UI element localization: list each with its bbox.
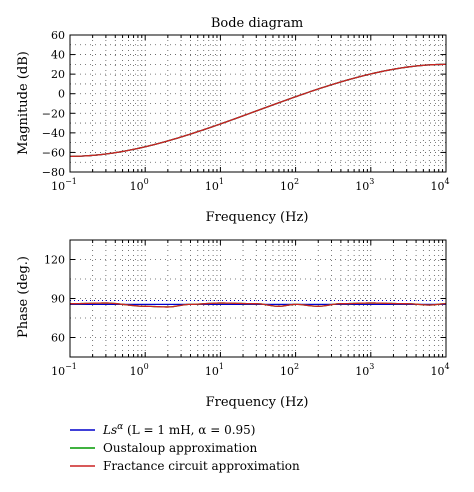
legend-entry-oustaloup: Oustaloup approximation bbox=[70, 441, 257, 455]
chart-title: Bode diagram bbox=[211, 16, 303, 31]
magnitude-plot-area: 10−1 100 101 102 103 104 60 40 20 0 −20 −40 −60 −80 bbox=[42, 29, 450, 193]
phase-y-axis-label: Phase (deg.) bbox=[16, 256, 31, 338]
phase-x-tick-label: 101 bbox=[205, 362, 224, 378]
phase-x-axis-label: Frequency (Hz) bbox=[206, 395, 309, 410]
phase-series-line-2 bbox=[69, 302, 447, 308]
phase-panel: 10−1 100 101 102 103 104 120 90 60 Frequency (Hz… bbox=[16, 239, 450, 410]
magnitude-y-tick-label: 60 bbox=[51, 29, 65, 42]
phase-y-tick-label: 120 bbox=[44, 254, 65, 267]
magnitude-panel: Bode diagram 10−1 100 101 102 103 104 60 40 20 0 −… bbox=[16, 16, 450, 225]
phase-y-tick-label: 60 bbox=[51, 332, 65, 345]
magnitude-y-tick-label: 0 bbox=[58, 88, 65, 101]
phase-x-tick-label: 100 bbox=[130, 362, 149, 378]
magnitude-y-axis-label: Magnitude (dB) bbox=[16, 51, 31, 155]
legend-label-fractance: Fractance circuit approximation bbox=[103, 459, 300, 473]
phase-plot-area: 10−1 100 101 102 103 104 120 90 60 bbox=[44, 239, 450, 378]
legend-entry-fractional-inductor: Lsα (L = 1 mH, α = 0.95) bbox=[70, 422, 255, 437]
phase-x-tick-label: 10−1 bbox=[51, 362, 77, 378]
magnitude-x-tick-label: 103 bbox=[355, 177, 374, 193]
magnitude-y-tick-label: −80 bbox=[42, 166, 65, 179]
phase-grid bbox=[70, 240, 446, 357]
magnitude-y-tick-label: −40 bbox=[42, 127, 65, 140]
magnitude-x-tick-label: 101 bbox=[205, 177, 224, 193]
phase-x-tick-label: 103 bbox=[355, 362, 374, 378]
magnitude-y-tick-label: 40 bbox=[51, 49, 65, 62]
phase-axes-frame bbox=[69, 239, 447, 358]
legend-label-oustaloup: Oustaloup approximation bbox=[103, 441, 257, 455]
magnitude-grid bbox=[70, 34, 446, 173]
legend-entry-fractance: Fractance circuit approximation bbox=[70, 459, 300, 473]
magnitude-y-tick-label: −20 bbox=[42, 107, 65, 120]
magnitude-x-tick-label: 102 bbox=[280, 177, 299, 193]
phase-y-tick-label: 90 bbox=[51, 293, 65, 306]
phase-x-tick-label: 102 bbox=[280, 362, 299, 378]
magnitude-series-line-2 bbox=[70, 63, 446, 157]
legend: Lsα (L = 1 mH, α = 0.95) Oustaloup appro… bbox=[70, 422, 300, 473]
magnitude-x-axis-label: Frequency (Hz) bbox=[206, 210, 309, 225]
magnitude-x-tick-label: 10−1 bbox=[51, 177, 77, 193]
magnitude-y-tick-label: 20 bbox=[51, 68, 65, 81]
magnitude-x-tick-label: 104 bbox=[430, 177, 449, 193]
magnitude-x-tick-label: 100 bbox=[130, 177, 149, 193]
magnitude-axes-frame bbox=[69, 34, 447, 173]
phase-x-tick-label: 104 bbox=[430, 362, 449, 378]
magnitude-y-tick-label: −60 bbox=[42, 146, 65, 159]
legend-label-fractional-inductor: Lsα (L = 1 mH, α = 0.95) bbox=[102, 422, 255, 437]
